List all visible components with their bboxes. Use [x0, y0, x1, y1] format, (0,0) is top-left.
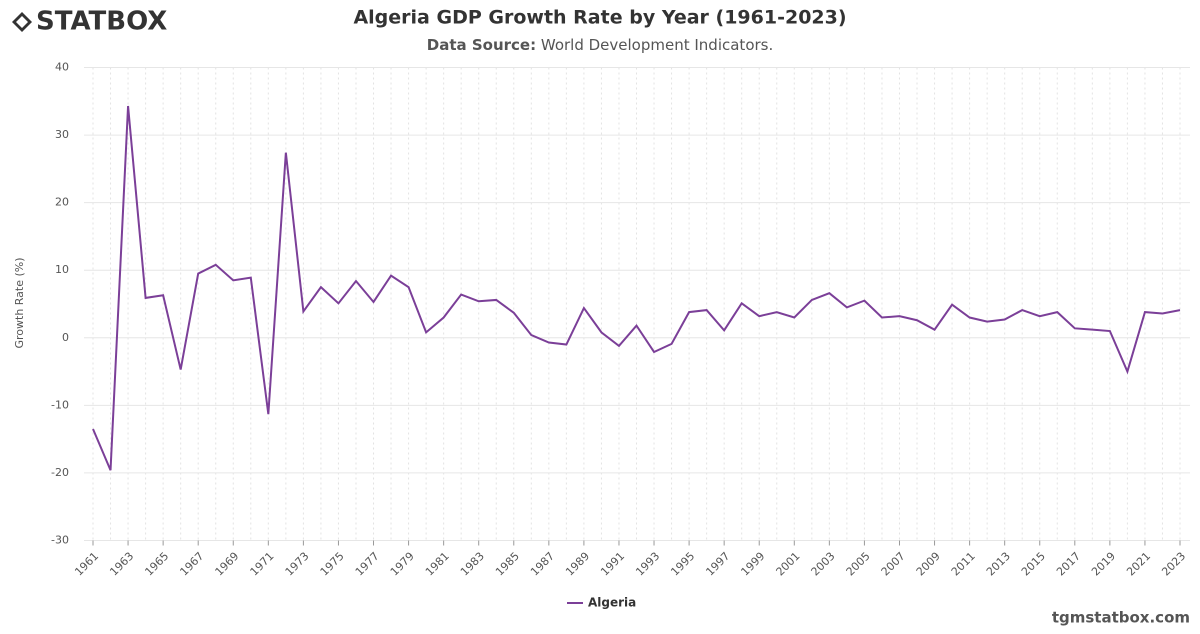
x-tick-label: 1989	[563, 550, 592, 579]
x-tick-label: 1965	[142, 550, 171, 579]
x-tick-label: 1991	[598, 550, 627, 579]
y-tick-label: 0	[62, 331, 69, 344]
logo-text: STATBOX	[36, 7, 167, 37]
x-tick-label: 2005	[844, 550, 873, 579]
x-tick-label: 2011	[949, 550, 978, 579]
x-tick-label: 2019	[1089, 550, 1118, 579]
y-tick-label: 10	[55, 263, 69, 276]
y-axis-label: Growth Rate (%)	[13, 257, 26, 348]
x-tick-label: 2021	[1124, 550, 1153, 579]
footer: tgmstatbox.com	[1052, 609, 1190, 627]
x-tick-label: 1961	[72, 550, 101, 579]
x-tick-label: 1987	[528, 550, 557, 579]
x-tick-label: 1975	[318, 550, 347, 579]
x-tick-label: 1997	[703, 550, 732, 579]
x-tick-label: 2017	[1054, 550, 1083, 579]
y-tick-label: 20	[55, 196, 69, 209]
x-tick-label: 2001	[774, 550, 803, 579]
x-tick-label: 1963	[107, 550, 136, 579]
x-tick-label: 1971	[248, 550, 277, 579]
x-tick-label: 2009	[914, 550, 943, 579]
y-tick-label: -30	[51, 534, 69, 547]
logo: STATBOX	[12, 7, 167, 37]
chart-title: Algeria GDP Growth Rate by Year (1961-20…	[353, 7, 846, 29]
legend: Algeria	[567, 596, 636, 610]
x-tick-label: 1993	[633, 550, 662, 579]
x-tick-label: 1981	[423, 550, 452, 579]
x-tick-label: 1973	[283, 550, 312, 579]
x-tick-label: 1969	[213, 550, 242, 579]
x-tick-label: 1985	[493, 550, 522, 579]
y-tick-label: -10	[51, 398, 69, 411]
x-tick-label: 2013	[984, 550, 1013, 579]
x-tick-label: 2015	[1019, 550, 1048, 579]
x-tick-label: 1995	[668, 550, 697, 579]
x-tick-label: 1977	[353, 550, 382, 579]
x-tick-label: 1999	[738, 550, 767, 579]
series-line	[92, 105, 1181, 471]
logo-icon	[12, 12, 32, 32]
chart-subtitle: Data Source: World Development Indicator…	[427, 36, 774, 54]
legend-label: Algeria	[588, 596, 636, 610]
y-tick-label: 40	[55, 61, 69, 74]
x-tick-label: 2023	[1159, 550, 1188, 579]
y-tick-label: -20	[51, 466, 69, 479]
x-tick-label: 1967	[177, 550, 206, 579]
x-tick-label: 2007	[879, 550, 908, 579]
x-tick-label: 1983	[458, 550, 487, 579]
y-tick-label: 30	[55, 128, 69, 141]
source-text: World Development Indicators.	[541, 36, 773, 54]
source-label: Data Source:	[427, 36, 536, 54]
x-tick-label: 1979	[388, 550, 417, 579]
x-tick-label: 2003	[809, 550, 838, 579]
